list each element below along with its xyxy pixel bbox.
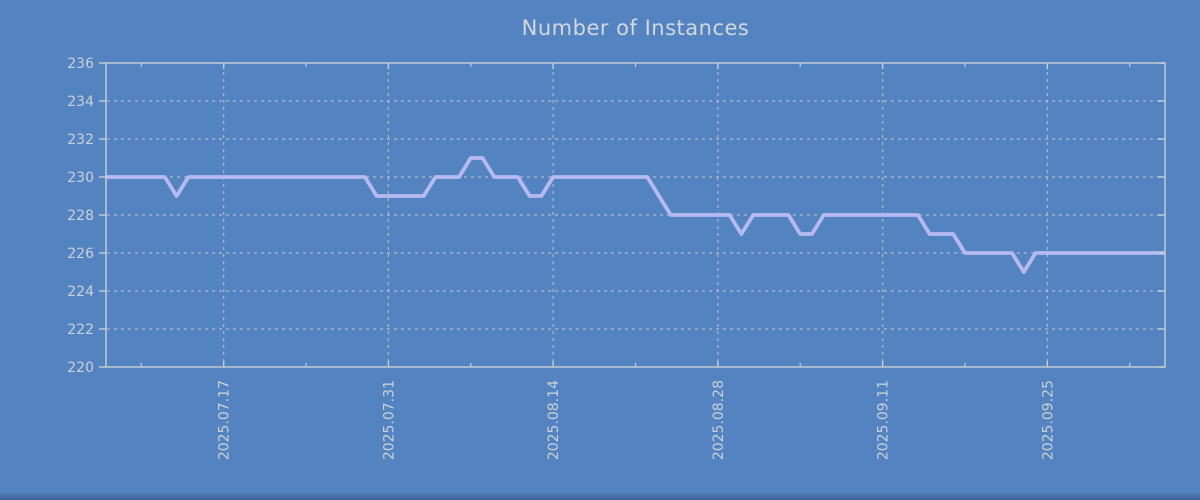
chart-title: Number of Instances (521, 16, 750, 40)
y-tick-label: 236 (67, 56, 94, 72)
x-tick-label: 2025.09.25 (1040, 380, 1056, 460)
plot-frame (105, 62, 1166, 368)
y-tick-label: 220 (67, 360, 94, 376)
x-tick-label: 2025.09.11 (876, 380, 892, 460)
y-tick-label: 222 (67, 322, 94, 338)
y-tick-label: 228 (67, 208, 94, 224)
x-tick-label: 2025.08.14 (546, 380, 562, 460)
x-tick-label: 2025.07.17 (217, 380, 233, 460)
x-tick-label: 2025.07.31 (381, 380, 397, 460)
data-line-instances (106, 156, 1165, 274)
bottom-edge-shadow (0, 492, 1200, 500)
y-tick-label: 224 (67, 284, 94, 300)
y-tick-label: 232 (67, 132, 94, 148)
y-tick-label: 226 (67, 246, 94, 262)
x-tick-label: 2025.08.28 (711, 380, 727, 460)
y-tick-label: 230 (67, 170, 94, 186)
y-tick-label: 234 (67, 94, 94, 110)
